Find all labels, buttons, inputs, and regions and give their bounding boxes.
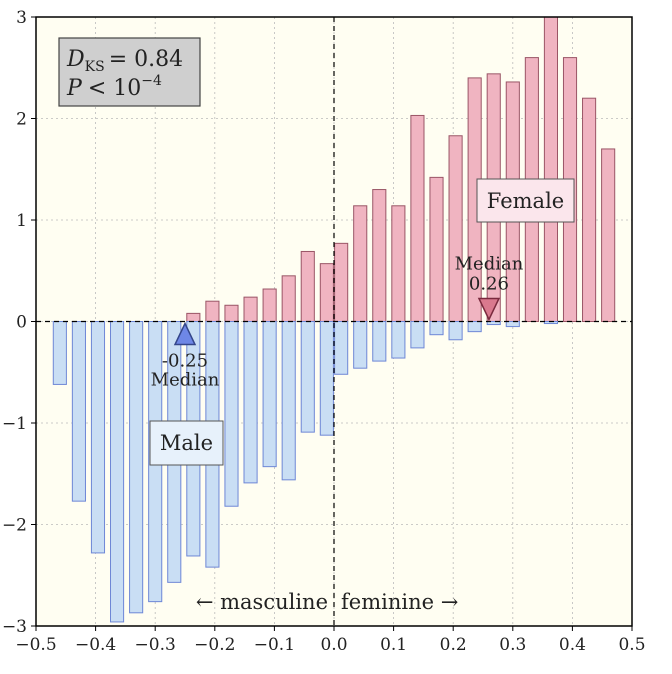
male-bar [448, 321, 463, 341]
x-tick-label: 0.2 [440, 635, 467, 655]
feminine-annotation: feminine → [341, 590, 458, 614]
male-bar [334, 321, 349, 375]
median-triangle-down-icon [477, 297, 501, 322]
male-label-box: Male [149, 420, 224, 466]
male-bar [224, 321, 239, 507]
dks-symbol: D [66, 47, 85, 72]
male-bar [281, 321, 296, 481]
male-bar [52, 321, 67, 385]
male-bar [429, 321, 444, 336]
x-tick-label: 0.3 [499, 635, 526, 655]
x-tick-label: 0.4 [559, 635, 586, 655]
female-bar [334, 242, 349, 322]
female-bar [448, 135, 463, 322]
female-bar [186, 312, 201, 323]
median-label: Median [455, 254, 524, 275]
x-tick-label: −0.2 [194, 635, 235, 655]
male-bar [262, 321, 277, 468]
y-tick-label: −3 [2, 617, 27, 637]
x-tick-label: −0.3 [135, 635, 176, 655]
male-bar [71, 321, 86, 502]
p-exponent: −4 [141, 73, 162, 89]
x-tick-label: −0.4 [75, 635, 116, 655]
p-symbol: P [66, 76, 83, 101]
male-bar [243, 321, 258, 484]
male-bar [110, 321, 125, 623]
dks-value: = 0.84 [109, 47, 183, 72]
male-bar [410, 321, 425, 349]
male-bar [300, 321, 315, 433]
female-bar [429, 176, 444, 322]
x-tick-label: −0.5 [15, 635, 56, 655]
male-label: Male [160, 431, 213, 455]
female-bar [601, 148, 616, 322]
female-bar [391, 205, 406, 322]
female-bar [353, 205, 368, 322]
y-tick-label: 1 [16, 211, 27, 231]
median-value: 0.26 [469, 274, 509, 295]
female-label: Female [487, 189, 564, 213]
x-tick-label: 0.0 [320, 635, 347, 655]
male-bar [90, 321, 106, 554]
female-bar [372, 189, 387, 322]
female-bar [582, 97, 597, 322]
male-bar [353, 321, 368, 369]
x-tick-label: −0.1 [254, 635, 295, 655]
plot-frame [35, 16, 633, 627]
median-label: Median [151, 370, 220, 391]
female-bar [543, 16, 559, 322]
y-tick-label: −1 [2, 414, 27, 434]
male-bar [372, 321, 387, 362]
p-stat: P < 10−4 [66, 73, 162, 101]
female-bar [300, 250, 315, 322]
dks-stat: DKS = 0.84 [66, 47, 183, 75]
male-bar [467, 321, 482, 333]
female-bar [319, 263, 334, 322]
male-bar [505, 321, 520, 328]
y-tick-label: −2 [2, 516, 27, 536]
stats-box: DKS = 0.84 P < 10−4 [58, 37, 201, 107]
x-tick-label: 0.1 [380, 635, 407, 655]
female-bar [224, 304, 239, 323]
axis-ticks: −0.5 −0.4 −0.3 −0.2 −0.1 0.0 0.1 0.2 0.3 0.4 0.5 −3… [2, 8, 646, 655]
y-tick-label: 0 [16, 313, 27, 333]
female-bar [281, 275, 296, 323]
median-value: -0.25 [162, 351, 208, 372]
male-bar [486, 321, 501, 326]
female-bar [262, 288, 277, 322]
female-label-box: Female [476, 178, 575, 223]
male-bar [391, 321, 406, 359]
x-tick-label: 0.5 [618, 635, 645, 655]
y-tick-label: 3 [16, 8, 27, 28]
masculine-annotation: ← masculine [196, 590, 328, 614]
female-bar [205, 300, 220, 323]
male-bar [319, 321, 334, 436]
male-bar [129, 321, 144, 614]
female-bar [243, 296, 258, 323]
female-bar [410, 114, 425, 322]
p-text: < 10 [88, 76, 141, 101]
y-tick-label: 2 [16, 110, 27, 130]
median-triangle-up-icon [173, 321, 197, 346]
dks-subscript: KS [85, 59, 105, 75]
